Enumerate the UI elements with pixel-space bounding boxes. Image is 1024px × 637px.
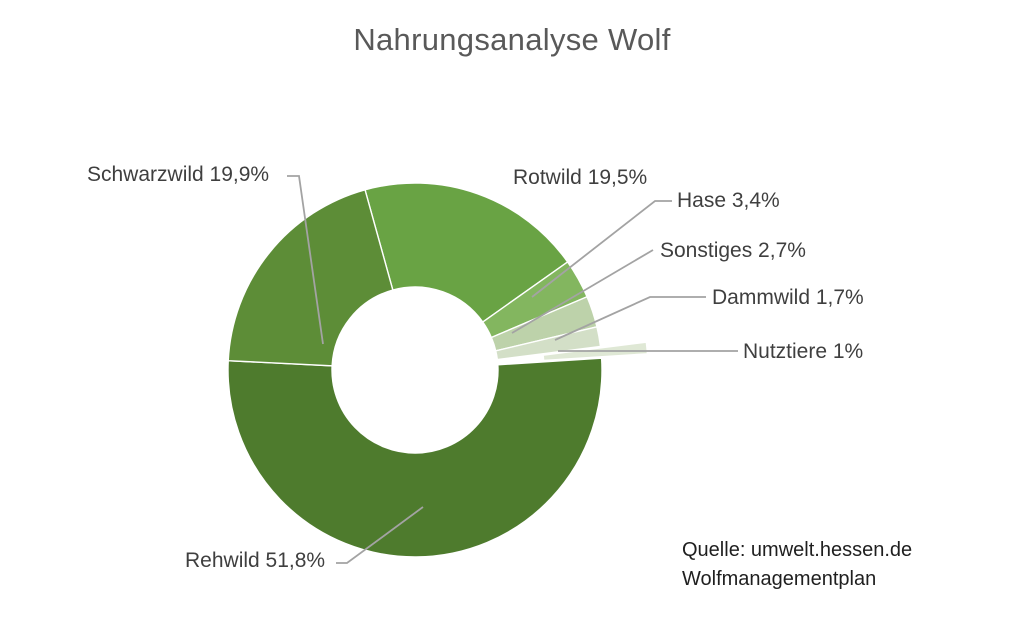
slice-schwarzwild xyxy=(227,188,394,367)
slice-label-hase: Hase 3,4% xyxy=(677,189,780,212)
source-line-2: Wolfmanagementplan xyxy=(682,568,877,590)
chart-title: Nahrungsanalyse Wolf xyxy=(353,22,671,57)
slice-label-rotwild: Rotwild 19,5% xyxy=(513,166,648,189)
leader-line-schwarzwild xyxy=(287,175,324,345)
slice-label-nutztiere: Nutztiere 1% xyxy=(743,340,864,363)
source-note: Quelle: umwelt.hessen.de Wolfmanagementp… xyxy=(682,536,912,594)
leader-line-sonstiges xyxy=(511,249,654,334)
slice-rotwild xyxy=(364,182,569,324)
slice-label-schwarzwild: Schwarzwild 19,9% xyxy=(87,163,270,186)
source-line-1: Quelle: umwelt.hessen.de xyxy=(682,539,913,561)
leader-line-hase xyxy=(531,200,672,298)
slice-label-rehwild: Rehwild 51,8% xyxy=(185,549,326,572)
leader-line-dammwild xyxy=(554,296,706,341)
slice-rehwild xyxy=(227,357,603,558)
slice-label-dammwild: Dammwild 1,7% xyxy=(712,286,864,309)
slice-dammwild xyxy=(494,326,602,361)
slice-label-sonstiges: Sonstiges 2,7% xyxy=(660,239,806,262)
leader-line-rehwild xyxy=(336,506,424,564)
